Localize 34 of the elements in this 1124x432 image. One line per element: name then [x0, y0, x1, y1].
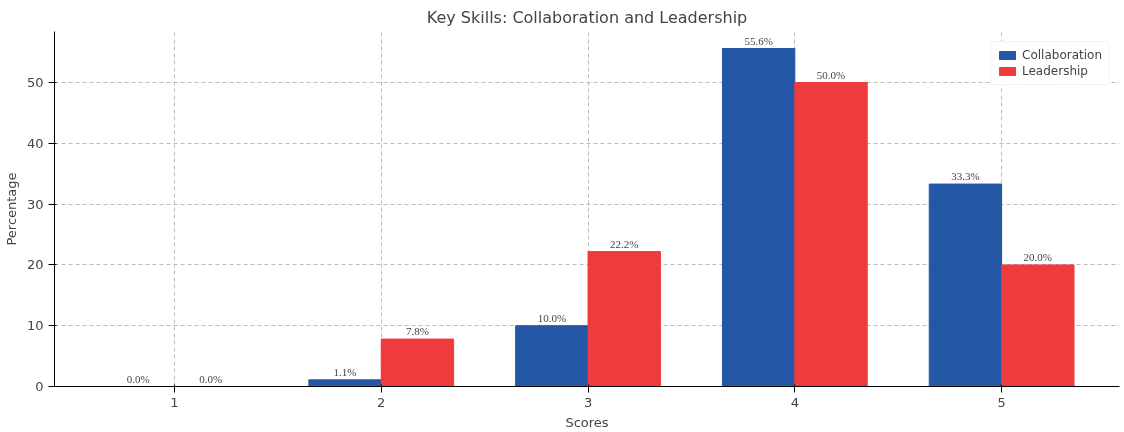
bar — [721, 48, 796, 387]
y-tick-label: 10 — [26, 318, 44, 334]
y-tick-label: 30 — [26, 196, 44, 212]
x-axis-title: Scores — [565, 414, 609, 430]
bar — [794, 82, 868, 387]
x-tick-label: 1 — [170, 394, 179, 410]
y-tick-label: 20 — [26, 257, 44, 273]
data-label: 1.1% — [333, 365, 357, 378]
data-label: 50.0% — [816, 68, 846, 81]
bar — [1001, 264, 1075, 387]
data-label: 33.3% — [951, 170, 980, 183]
bar — [587, 251, 661, 387]
x-tick-label: 2 — [377, 394, 386, 410]
legend-label: Leadership — [1022, 64, 1088, 78]
chart-title: Key Skills: Collaboration and Leadership — [426, 7, 748, 27]
x-tick-label: 4 — [790, 394, 799, 410]
y-tick-label: 0 — [35, 379, 44, 394]
data-label: 22.2% — [610, 237, 639, 250]
y-tick-label: 40 — [26, 135, 44, 151]
data-label: 0.0% — [126, 372, 150, 385]
bar — [928, 183, 1003, 387]
bar — [380, 338, 455, 387]
x-tick-label: 3 — [583, 394, 593, 410]
data-label: 0.0% — [199, 372, 223, 385]
data-label: 10.0% — [537, 311, 567, 324]
data-label: 55.6% — [744, 34, 773, 47]
data-label: 20.0% — [1023, 250, 1053, 263]
x-tick-label: 5 — [997, 394, 1006, 410]
bar — [515, 325, 589, 387]
y-tick-label: 50 — [26, 75, 44, 91]
legend-label: Collaboration — [1022, 48, 1102, 62]
bar — [308, 379, 382, 387]
y-axis-title: Percentage — [3, 172, 19, 246]
data-label: 7.8% — [405, 325, 429, 338]
